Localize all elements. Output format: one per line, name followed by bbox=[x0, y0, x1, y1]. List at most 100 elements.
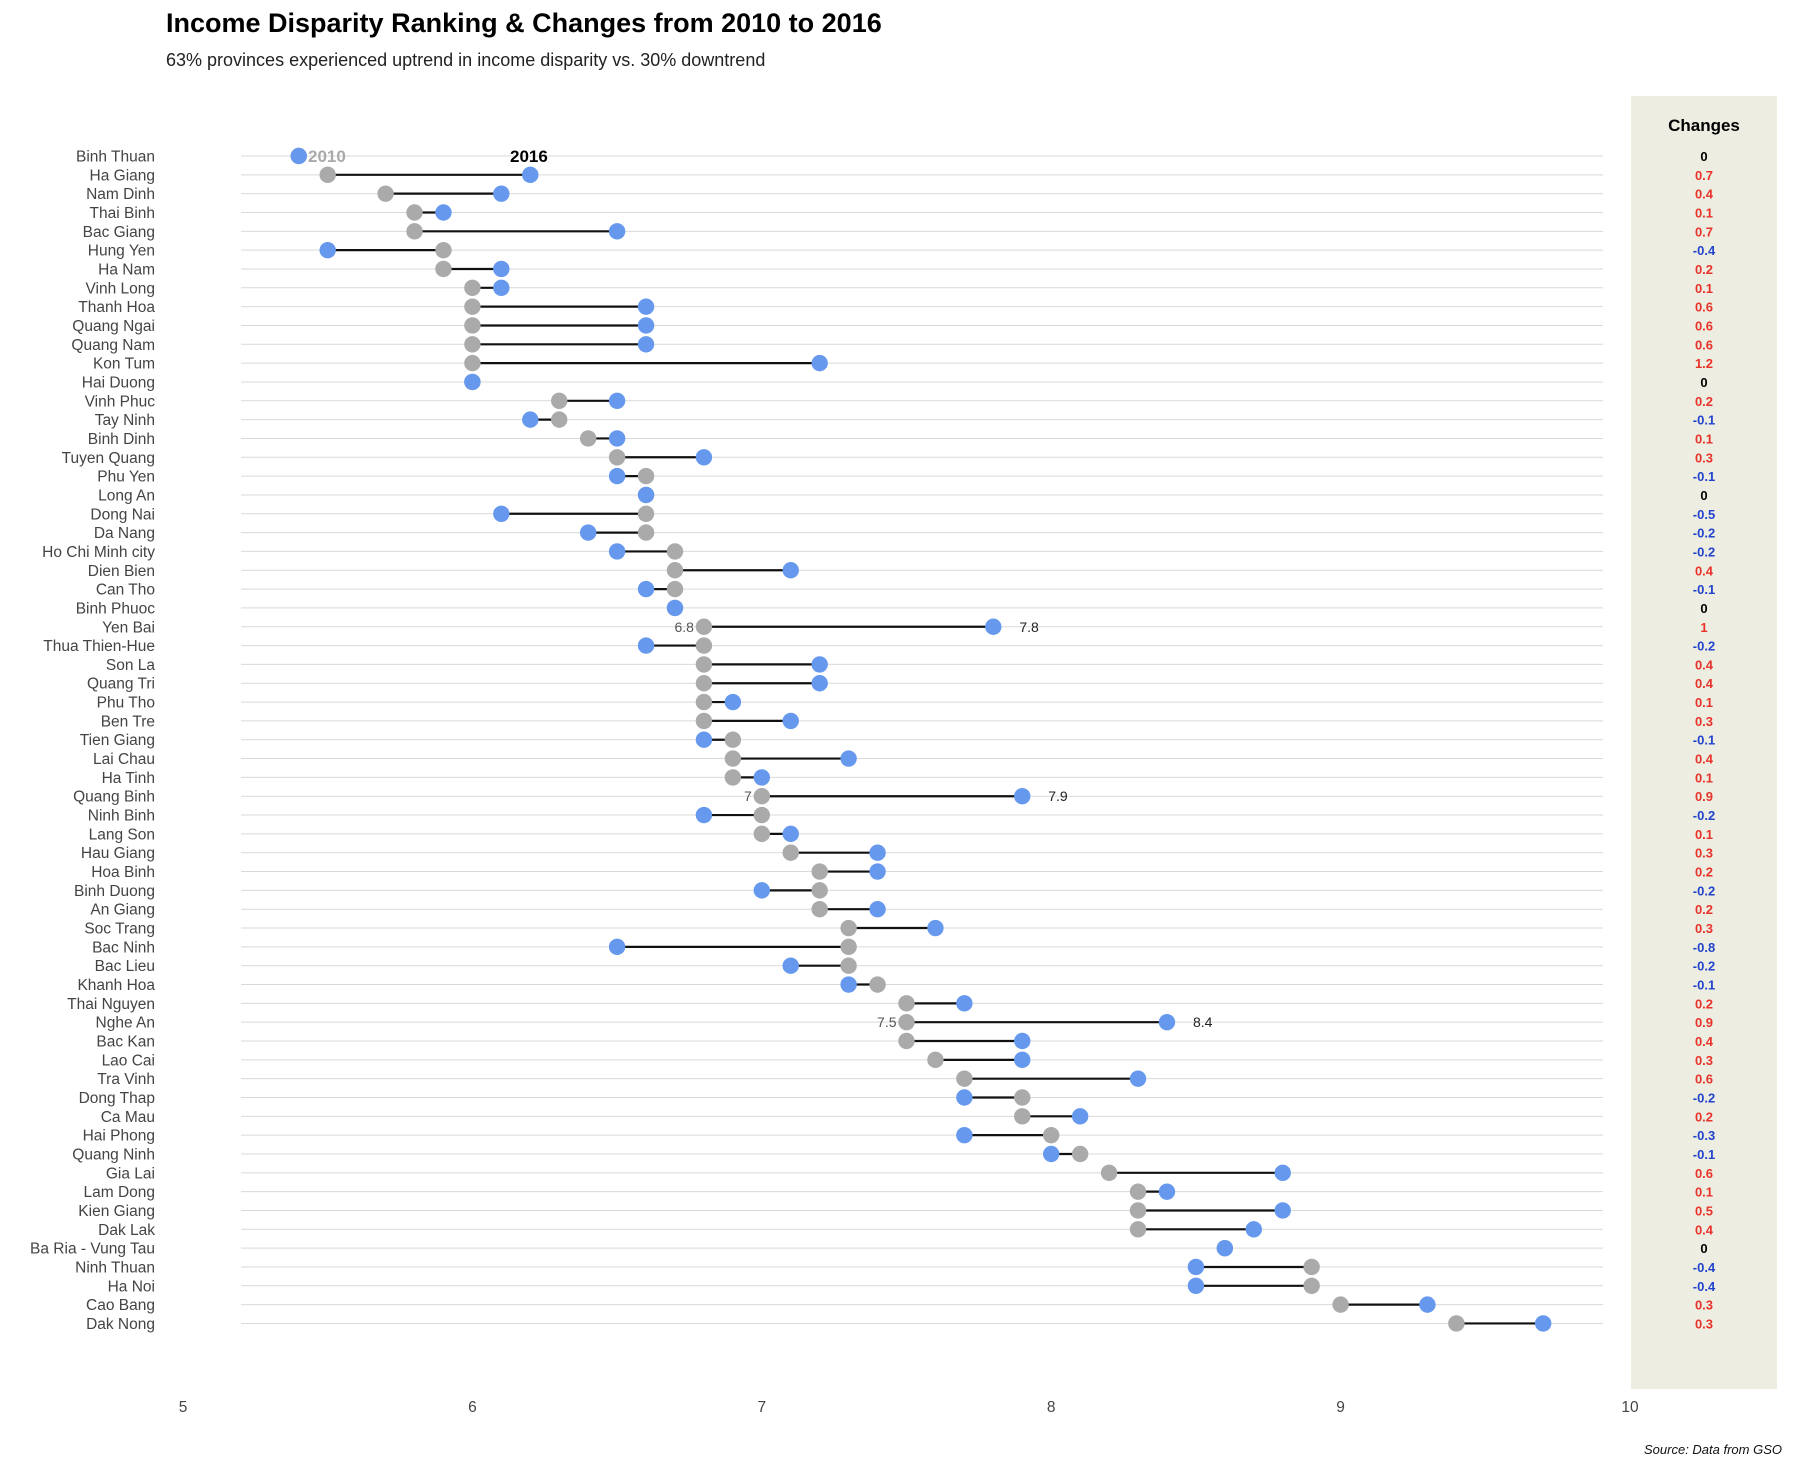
chart-subtitle: 63% provinces experienced uptrend in inc… bbox=[166, 50, 766, 70]
change-value: 0.4 bbox=[1695, 1222, 1714, 1237]
chart-title: Income Disparity Ranking & Changes from … bbox=[166, 8, 882, 38]
change-value: 0.4 bbox=[1695, 752, 1714, 767]
point-2016 bbox=[869, 844, 886, 861]
change-value: -0.1 bbox=[1693, 582, 1715, 597]
point-2016 bbox=[1014, 1051, 1031, 1069]
change-value: 0.4 bbox=[1695, 676, 1714, 691]
change-value: 0 bbox=[1700, 488, 1707, 503]
point-2016 bbox=[608, 223, 626, 240]
change-value: 0.5 bbox=[1695, 1203, 1713, 1218]
change-value: 1 bbox=[1700, 620, 1707, 635]
province-label: Lao Cai bbox=[102, 1052, 155, 1069]
x-tick-label: 7 bbox=[757, 1399, 766, 1416]
point-2016 bbox=[1187, 1277, 1205, 1295]
point-2016 bbox=[637, 580, 655, 598]
point-2016 bbox=[637, 486, 655, 504]
point-2010 bbox=[956, 1070, 973, 1087]
point-2010 bbox=[551, 411, 568, 428]
point-2010 bbox=[1129, 1183, 1147, 1200]
point-2016 bbox=[608, 543, 626, 560]
point-2016 bbox=[753, 769, 770, 786]
province-label: Thanh Hoa bbox=[78, 299, 155, 316]
gridlines bbox=[241, 155, 1603, 1324]
point-2016 bbox=[956, 1089, 973, 1106]
change-value: 0.4 bbox=[1695, 563, 1714, 578]
point-2010 bbox=[1448, 1315, 1465, 1332]
province-label: Dong Thap bbox=[79, 1090, 155, 1107]
change-value: 0 bbox=[1700, 149, 1707, 164]
change-value: 0.2 bbox=[1695, 865, 1713, 880]
dumbbell-segments bbox=[327, 173, 1544, 1325]
province-label: Kien Giang bbox=[78, 1203, 155, 1220]
annotation-right: 7.8 bbox=[1019, 619, 1039, 635]
change-value: 0.4 bbox=[1695, 1034, 1714, 1049]
change-value: 0.3 bbox=[1695, 714, 1713, 729]
point-2016 bbox=[608, 430, 626, 447]
change-value: -0.8 bbox=[1693, 940, 1715, 955]
point-2010 bbox=[753, 788, 770, 805]
point-2010 bbox=[724, 750, 742, 767]
point-2016 bbox=[1014, 1032, 1031, 1050]
province-label: An Giang bbox=[90, 902, 155, 919]
point-2010 bbox=[637, 524, 655, 541]
province-label: Dak Lak bbox=[98, 1222, 155, 1239]
province-label: Ba Ria - Vung Tau bbox=[30, 1241, 155, 1258]
x-tick-label: 9 bbox=[1336, 1399, 1345, 1416]
change-value: 0.6 bbox=[1695, 337, 1713, 352]
point-2010 bbox=[637, 467, 655, 485]
point-2016 bbox=[579, 524, 597, 541]
point-2016 bbox=[493, 505, 510, 522]
point-2010 bbox=[464, 298, 481, 315]
point-2010 bbox=[406, 204, 423, 221]
point-2016 bbox=[956, 995, 973, 1012]
point-2016 bbox=[695, 731, 713, 748]
province-label: Binh Dinh bbox=[88, 431, 155, 448]
point-2010 bbox=[435, 260, 452, 278]
point-2016 bbox=[1014, 788, 1031, 805]
point-2010 bbox=[811, 901, 828, 918]
annotation-right: 7.9 bbox=[1048, 788, 1068, 804]
point-2016 bbox=[695, 806, 713, 824]
province-label: Khanh Hoa bbox=[77, 977, 155, 994]
point-2016 bbox=[1534, 1315, 1552, 1332]
province-label: Quang Binh bbox=[73, 789, 155, 806]
change-value: 0.6 bbox=[1695, 1072, 1713, 1087]
x-tick-label: 8 bbox=[1047, 1399, 1056, 1416]
point-2010 bbox=[1014, 1108, 1031, 1125]
changes-header: Changes bbox=[1668, 116, 1740, 135]
point-2010 bbox=[1043, 1126, 1060, 1144]
province-label: Ha Giang bbox=[90, 167, 155, 184]
point-2010 bbox=[840, 957, 857, 974]
change-value: 0.7 bbox=[1695, 224, 1713, 239]
point-2010 bbox=[898, 1013, 915, 1031]
legend-2010-label: 2010 bbox=[308, 147, 346, 166]
change-value: 0.3 bbox=[1695, 1316, 1713, 1331]
change-value: 0.1 bbox=[1695, 281, 1713, 296]
source-note: Source: Data from GSO bbox=[1644, 1442, 1782, 1457]
point-2016 bbox=[782, 562, 799, 579]
point-2010 bbox=[782, 844, 799, 861]
change-value: -0.2 bbox=[1693, 639, 1715, 654]
point-2010 bbox=[666, 580, 684, 598]
point-2010 bbox=[637, 505, 655, 522]
point-2016 bbox=[782, 712, 799, 730]
province-label: Can Tho bbox=[96, 582, 155, 599]
province-label: Quang Ninh bbox=[72, 1146, 155, 1163]
point-2010 bbox=[1332, 1296, 1349, 1313]
annotation-left: 7.5 bbox=[877, 1014, 897, 1030]
point-2016 bbox=[1419, 1296, 1436, 1313]
point-2016 bbox=[1158, 1013, 1176, 1031]
point-2010 bbox=[840, 938, 857, 956]
point-2016 bbox=[1129, 1070, 1147, 1087]
province-label: Ha Nam bbox=[98, 261, 155, 278]
point-2010 bbox=[724, 769, 742, 786]
province-label: Bac Kan bbox=[96, 1034, 155, 1051]
change-value: 0 bbox=[1700, 1241, 1707, 1256]
x-tick-label: 10 bbox=[1621, 1399, 1639, 1416]
point-2016 bbox=[695, 449, 713, 466]
province-label: Hung Yen bbox=[88, 243, 155, 260]
change-value: 0.3 bbox=[1695, 846, 1713, 861]
change-value: -0.2 bbox=[1693, 883, 1715, 898]
x-tick-label: 5 bbox=[179, 1399, 188, 1416]
point-2016 bbox=[522, 166, 539, 184]
